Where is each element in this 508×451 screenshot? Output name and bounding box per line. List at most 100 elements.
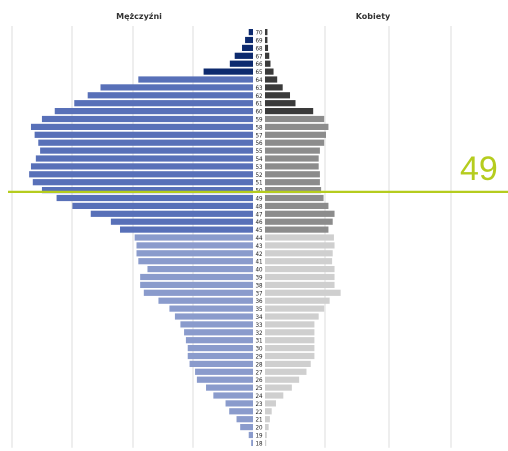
age-label-53: 53 (255, 164, 263, 171)
age-label-36: 36 (255, 298, 263, 305)
women-bar-55 (265, 147, 320, 154)
men-bar-28 (189, 360, 253, 367)
age-label-66: 66 (255, 61, 263, 68)
age-label-41: 41 (255, 259, 263, 266)
age-label-20: 20 (255, 425, 263, 432)
age-label-54: 54 (255, 156, 263, 163)
age-label-24: 24 (255, 393, 263, 400)
age-label-59: 59 (255, 117, 263, 124)
age-label-63: 63 (255, 85, 263, 92)
men-bar-26 (196, 376, 253, 383)
age-label-49: 49 (255, 196, 263, 203)
men-bar-65 (203, 68, 253, 75)
men-bar-27 (195, 368, 253, 375)
men-bar-31 (185, 337, 253, 344)
highlight-label: 49 (460, 150, 498, 188)
age-label-42: 42 (255, 251, 262, 258)
men-bar-24 (213, 392, 253, 399)
age-label-48: 48 (255, 203, 263, 210)
women-bar-43 (265, 242, 335, 249)
women-bar-45 (265, 226, 329, 233)
women-bar-60 (265, 108, 314, 115)
men-bar-20 (240, 424, 253, 431)
age-label-56: 56 (255, 140, 263, 147)
age-label-27: 27 (255, 369, 263, 376)
women-bar-67 (265, 52, 270, 59)
age-label-23: 23 (255, 401, 263, 408)
age-label-57: 57 (255, 132, 263, 139)
men-bar-57 (34, 131, 254, 138)
men-bar-43 (136, 242, 253, 249)
age-label-19: 19 (255, 433, 263, 440)
women-bar-33 (265, 321, 315, 328)
age-label-58: 58 (255, 124, 263, 131)
women-bar-61 (265, 100, 296, 107)
women-bar-46 (265, 218, 333, 225)
women-bar-63 (265, 84, 283, 91)
age-label-51: 51 (255, 180, 263, 187)
men-bar-64 (138, 76, 253, 83)
women-bar-41 (265, 258, 333, 265)
women-bar-29 (265, 352, 315, 360)
women-bar-20 (265, 424, 269, 431)
age-label-35: 35 (255, 306, 263, 313)
men-bar-61 (74, 100, 254, 107)
age-label-69: 69 (255, 38, 263, 45)
age-label-43: 43 (255, 243, 263, 250)
men-bar-69 (245, 36, 253, 44)
men-bar-39 (140, 273, 253, 281)
age-label-67: 67 (255, 53, 263, 60)
men-bar-30 (187, 345, 253, 352)
women-bar-52 (265, 171, 320, 178)
men-bar-47 (90, 210, 254, 217)
men-bar-52 (29, 171, 253, 178)
age-label-65: 65 (255, 69, 263, 76)
men-bar-23 (225, 400, 253, 407)
women-bar-70 (265, 29, 268, 36)
women-bars (265, 29, 341, 446)
men-bar-41 (138, 258, 253, 265)
women-bar-59 (265, 115, 325, 123)
women-bar-42 (265, 250, 333, 257)
men-bar-44 (134, 234, 253, 241)
men-bar-68 (242, 44, 253, 51)
men-bar-33 (180, 321, 253, 328)
men-bar-59 (41, 115, 253, 123)
men-bar-55 (40, 147, 253, 154)
age-label-29: 29 (255, 354, 263, 361)
women-bar-56 (265, 139, 325, 146)
women-bar-27 (265, 368, 307, 375)
women-bar-25 (265, 384, 292, 391)
women-bar-69 (265, 36, 268, 44)
men-bar-54 (35, 155, 254, 162)
women-bar-18 (265, 439, 267, 446)
age-label-37: 37 (255, 290, 263, 297)
men-bar-32 (184, 329, 253, 336)
women-bar-34 (265, 313, 319, 320)
men-bar-22 (229, 408, 253, 415)
women-bar-32 (265, 329, 315, 336)
men-bar-35 (169, 305, 253, 312)
age-label-70: 70 (255, 30, 263, 37)
men-bar-40 (147, 266, 253, 273)
age-label-39: 39 (255, 275, 263, 282)
men-bar-46 (110, 218, 254, 225)
women-bar-23 (265, 400, 276, 407)
men-bar-58 (30, 123, 254, 130)
women-bar-19 (265, 431, 267, 439)
age-label-68: 68 (255, 45, 263, 52)
women-bar-24 (265, 392, 284, 399)
age-label-21: 21 (255, 417, 263, 424)
age-label-18: 18 (255, 440, 263, 447)
men-bar-34 (174, 313, 253, 320)
age-label-44: 44 (255, 235, 263, 242)
women-bar-44 (265, 234, 334, 241)
women-bar-66 (265, 60, 271, 67)
women-bar-36 (265, 297, 330, 304)
highlight-marker: 49 (8, 150, 508, 193)
age-label-26: 26 (255, 377, 263, 384)
age-label-46: 46 (255, 219, 263, 226)
age-label-33: 33 (255, 322, 263, 329)
men-bar-50 (41, 187, 253, 194)
women-bar-48 (265, 202, 329, 209)
